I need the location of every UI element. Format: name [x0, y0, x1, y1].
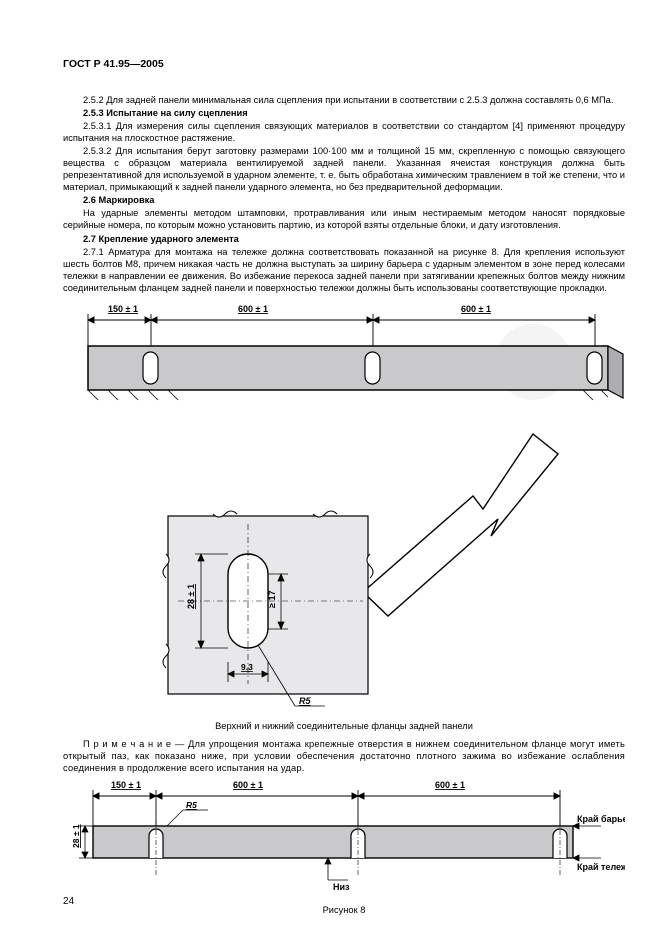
para-2-5-2: 2.5.2 Для задней панели минимальная сила…	[63, 94, 625, 106]
page-number: 24	[63, 895, 74, 908]
svg-text:600 ± 1: 600 ± 1	[435, 780, 465, 790]
svg-text:Низ: Низ	[333, 882, 350, 892]
svg-text:150 ± 1: 150 ± 1	[108, 304, 138, 314]
svg-text:600 ± 1: 600 ± 1	[461, 304, 491, 314]
svg-text:Край тележки: Край тележки	[577, 862, 625, 872]
svg-text:28 ± 1: 28 ± 1	[186, 584, 196, 609]
svg-text:R5: R5	[186, 800, 197, 810]
page-header: ГОСТ Р 41.95—2005	[63, 58, 625, 72]
svg-text:28 ± 1: 28 ± 1	[71, 824, 81, 848]
svg-text:≥ 17: ≥ 17	[267, 590, 277, 607]
para-2-6: На ударные элементы методом штамповки, п…	[63, 207, 625, 231]
heading-2-7: 2.7 Крепление ударного элемента	[63, 233, 625, 245]
figure-bottom-flange: 150 ± 1 600 ± 1 600 ± 1 R5	[63, 780, 625, 900]
para-2-5-3-1: 2.5.3.1 Для измерения силы сцепления свя…	[63, 120, 625, 144]
svg-text:R5: R5	[299, 696, 311, 706]
figure-detail: 28 ± 1 ≥ 17 9.3	[63, 424, 625, 714]
caption-flanges: Верхний и нижний соединительные фланцы з…	[63, 720, 625, 732]
figure-label: Рисунок 8	[63, 904, 625, 916]
svg-text:9.3: 9.3	[241, 662, 253, 672]
svg-text:150 ± 1: 150 ± 1	[111, 780, 141, 790]
note-text: П р и м е ч а н и е — Для упрощения монт…	[63, 738, 625, 774]
para-2-5-3-2: 2.5.3.2 Для испытания берут заготовку ра…	[63, 145, 625, 193]
para-2-7-1: 2.7.1 Арматура для монтажа на тележке до…	[63, 246, 625, 294]
heading-2-5-3: 2.5.3 Испытание на силу сцепления	[63, 107, 625, 119]
svg-text:Край барьера: Край барьера	[577, 814, 625, 824]
figure-top-flange: 150 ± 1 600 ± 1 600 ± 1	[63, 302, 625, 424]
heading-2-6: 2.6 Маркировка	[63, 194, 625, 206]
svg-text:600 ± 1: 600 ± 1	[233, 780, 263, 790]
svg-text:600 ± 1: 600 ± 1	[238, 304, 268, 314]
